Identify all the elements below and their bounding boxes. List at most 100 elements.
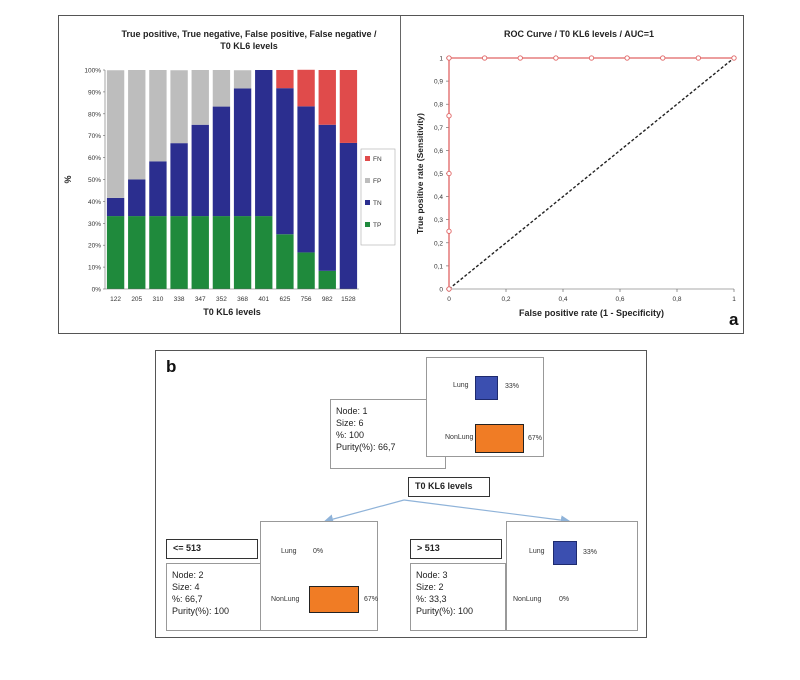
panel-b-label: b — [166, 357, 177, 376]
bar-segment-tp — [191, 216, 209, 289]
roc-point — [731, 55, 737, 61]
left-condition: <= 513 — [166, 539, 258, 559]
x-axis-label: T0 KL6 levels — [203, 307, 261, 317]
x-tick-label: 1 — [732, 296, 736, 303]
y-axis-label: % — [63, 175, 73, 183]
roc-point — [624, 55, 630, 61]
right-node-histogram: Lung 33% NonLung 0% — [506, 521, 638, 631]
y-tick-label: 90% — [88, 89, 101, 96]
lung-pct: 33% — [505, 383, 520, 390]
bar-segment-tn — [128, 179, 146, 217]
roc-point — [446, 286, 452, 292]
bar-segment-tp — [255, 216, 273, 289]
reference-diagonal-line — [448, 57, 735, 290]
tree-edges — [323, 499, 571, 525]
right-node-info: Node: 3 Size: 2 %: 33,3 Purity(%): 100 — [410, 563, 506, 631]
node-line: %: 33,3 — [416, 594, 447, 604]
roc-point — [660, 55, 666, 61]
x-tick-label: 368 — [237, 296, 248, 303]
legend-swatch — [365, 200, 370, 205]
right-condition: > 513 — [410, 539, 502, 559]
x-tick-label: 1528 — [341, 296, 356, 303]
bar-segment-fp — [149, 70, 167, 162]
legend-label: FN — [373, 156, 382, 163]
bar-segment-tn — [339, 142, 358, 289]
x-axis-label: False positive rate (1 - Specificity) — [519, 308, 664, 318]
legend-label: TP — [373, 222, 381, 229]
nonlung-pct: 0% — [559, 596, 570, 603]
bar-segment-fp — [106, 70, 125, 198]
y-axis-label: True positive rate (Sensitivity) — [415, 113, 425, 234]
bar-segment-fp — [233, 70, 252, 89]
x-tick-label: 122 — [110, 296, 121, 303]
node-line: %: 100 — [336, 430, 365, 440]
left-edge — [323, 499, 405, 524]
node-line: Size: 2 — [416, 582, 444, 592]
legend-swatch — [365, 178, 370, 183]
y-tick-label: 0,9 — [434, 79, 443, 86]
y-tick-label: 0,1 — [434, 263, 443, 270]
bar-segment-fn — [297, 69, 315, 107]
bar-chart-title: True positive, True negative, False posi… — [121, 29, 377, 51]
bar-segment-tn — [106, 197, 125, 217]
roc-point — [446, 228, 452, 234]
legend-swatch — [365, 222, 370, 227]
node-line: Size: 4 — [172, 582, 200, 592]
left-node-info: Node: 2 Size: 4 %: 66,7 Purity(%): 100 — [166, 563, 262, 631]
y-tick-label: 0,8 — [434, 102, 443, 109]
roc-point — [517, 55, 523, 61]
y-tick-label: 0,2 — [434, 240, 443, 247]
x-tick-label: 338 — [174, 296, 185, 303]
roc-point — [446, 113, 452, 119]
legend-box — [360, 148, 396, 246]
y-tick-label: 10% — [88, 265, 101, 272]
bar-segment-tp — [128, 216, 146, 289]
bar-segment-tp — [149, 216, 167, 289]
bar-segment-tn — [318, 124, 336, 271]
legend-swatch — [365, 156, 370, 161]
lung-bar — [553, 541, 577, 565]
x-tick-label: 0,6 — [615, 296, 624, 303]
bar-segment-tn — [255, 70, 273, 217]
x-tick-label: 347 — [195, 296, 206, 303]
roc-chart: 0 0,1 0,2 0,3 0,4 0,5 0,6 0,7 0,8 0,9 1 0 0,2 0,4 0,6 0… — [415, 55, 737, 318]
roc-point — [446, 55, 452, 61]
x-tick-label: 0 — [447, 296, 451, 303]
panel-divider — [400, 16, 401, 333]
roc-point — [446, 170, 452, 177]
y-tick-label: 60% — [88, 155, 101, 162]
panel-a: True positive, True negative, False posi… — [58, 15, 744, 334]
nonlung-label: NonLung — [445, 434, 474, 441]
y-tick-label: 0,7 — [434, 125, 443, 132]
x-tick-label: 756 — [301, 296, 312, 303]
bar-segment-tp — [276, 234, 294, 289]
bar-segment-tp — [297, 252, 315, 289]
nonlung-bar — [309, 586, 359, 613]
lung-label: Lung — [281, 548, 297, 555]
x-tick-label: 625 — [279, 296, 290, 303]
lung-pct: 0% — [313, 548, 324, 555]
bar-segment-fn — [339, 70, 358, 143]
node-line: Size: 6 — [336, 418, 364, 428]
stacked-bar-chart: 0% 10% 20% 30% 40% 50% 60% 70% 80% 90% 100%% 122 205… — [63, 68, 396, 317]
right-edge — [403, 499, 571, 525]
panel-a-label: a — [729, 310, 739, 329]
bar-segment-tn — [170, 143, 188, 217]
x-tick-label: 0,4 — [558, 296, 567, 303]
bar-segment-tp — [318, 270, 336, 289]
panel-b: b Node: 1 Size: 6 %: 100 Purity(%): 66,7… — [155, 350, 647, 638]
lung-bar — [475, 376, 498, 400]
node-line: Purity(%): 100 — [416, 606, 474, 616]
legend-label: FP — [373, 178, 381, 185]
legend-label: TN — [373, 200, 382, 207]
x-tick-label: 982 — [322, 296, 333, 303]
x-tick-label: 205 — [131, 296, 142, 303]
nonlung-label: NonLung — [513, 596, 542, 603]
roc-point — [588, 55, 595, 61]
x-tick-label: 310 — [152, 296, 163, 303]
x-tick-label: 352 — [216, 296, 227, 303]
bar-segment-tp — [212, 216, 231, 289]
bar-segment-fp — [128, 70, 146, 180]
bar-segment-tn — [212, 106, 231, 217]
y-tick-label: 20% — [88, 243, 101, 250]
